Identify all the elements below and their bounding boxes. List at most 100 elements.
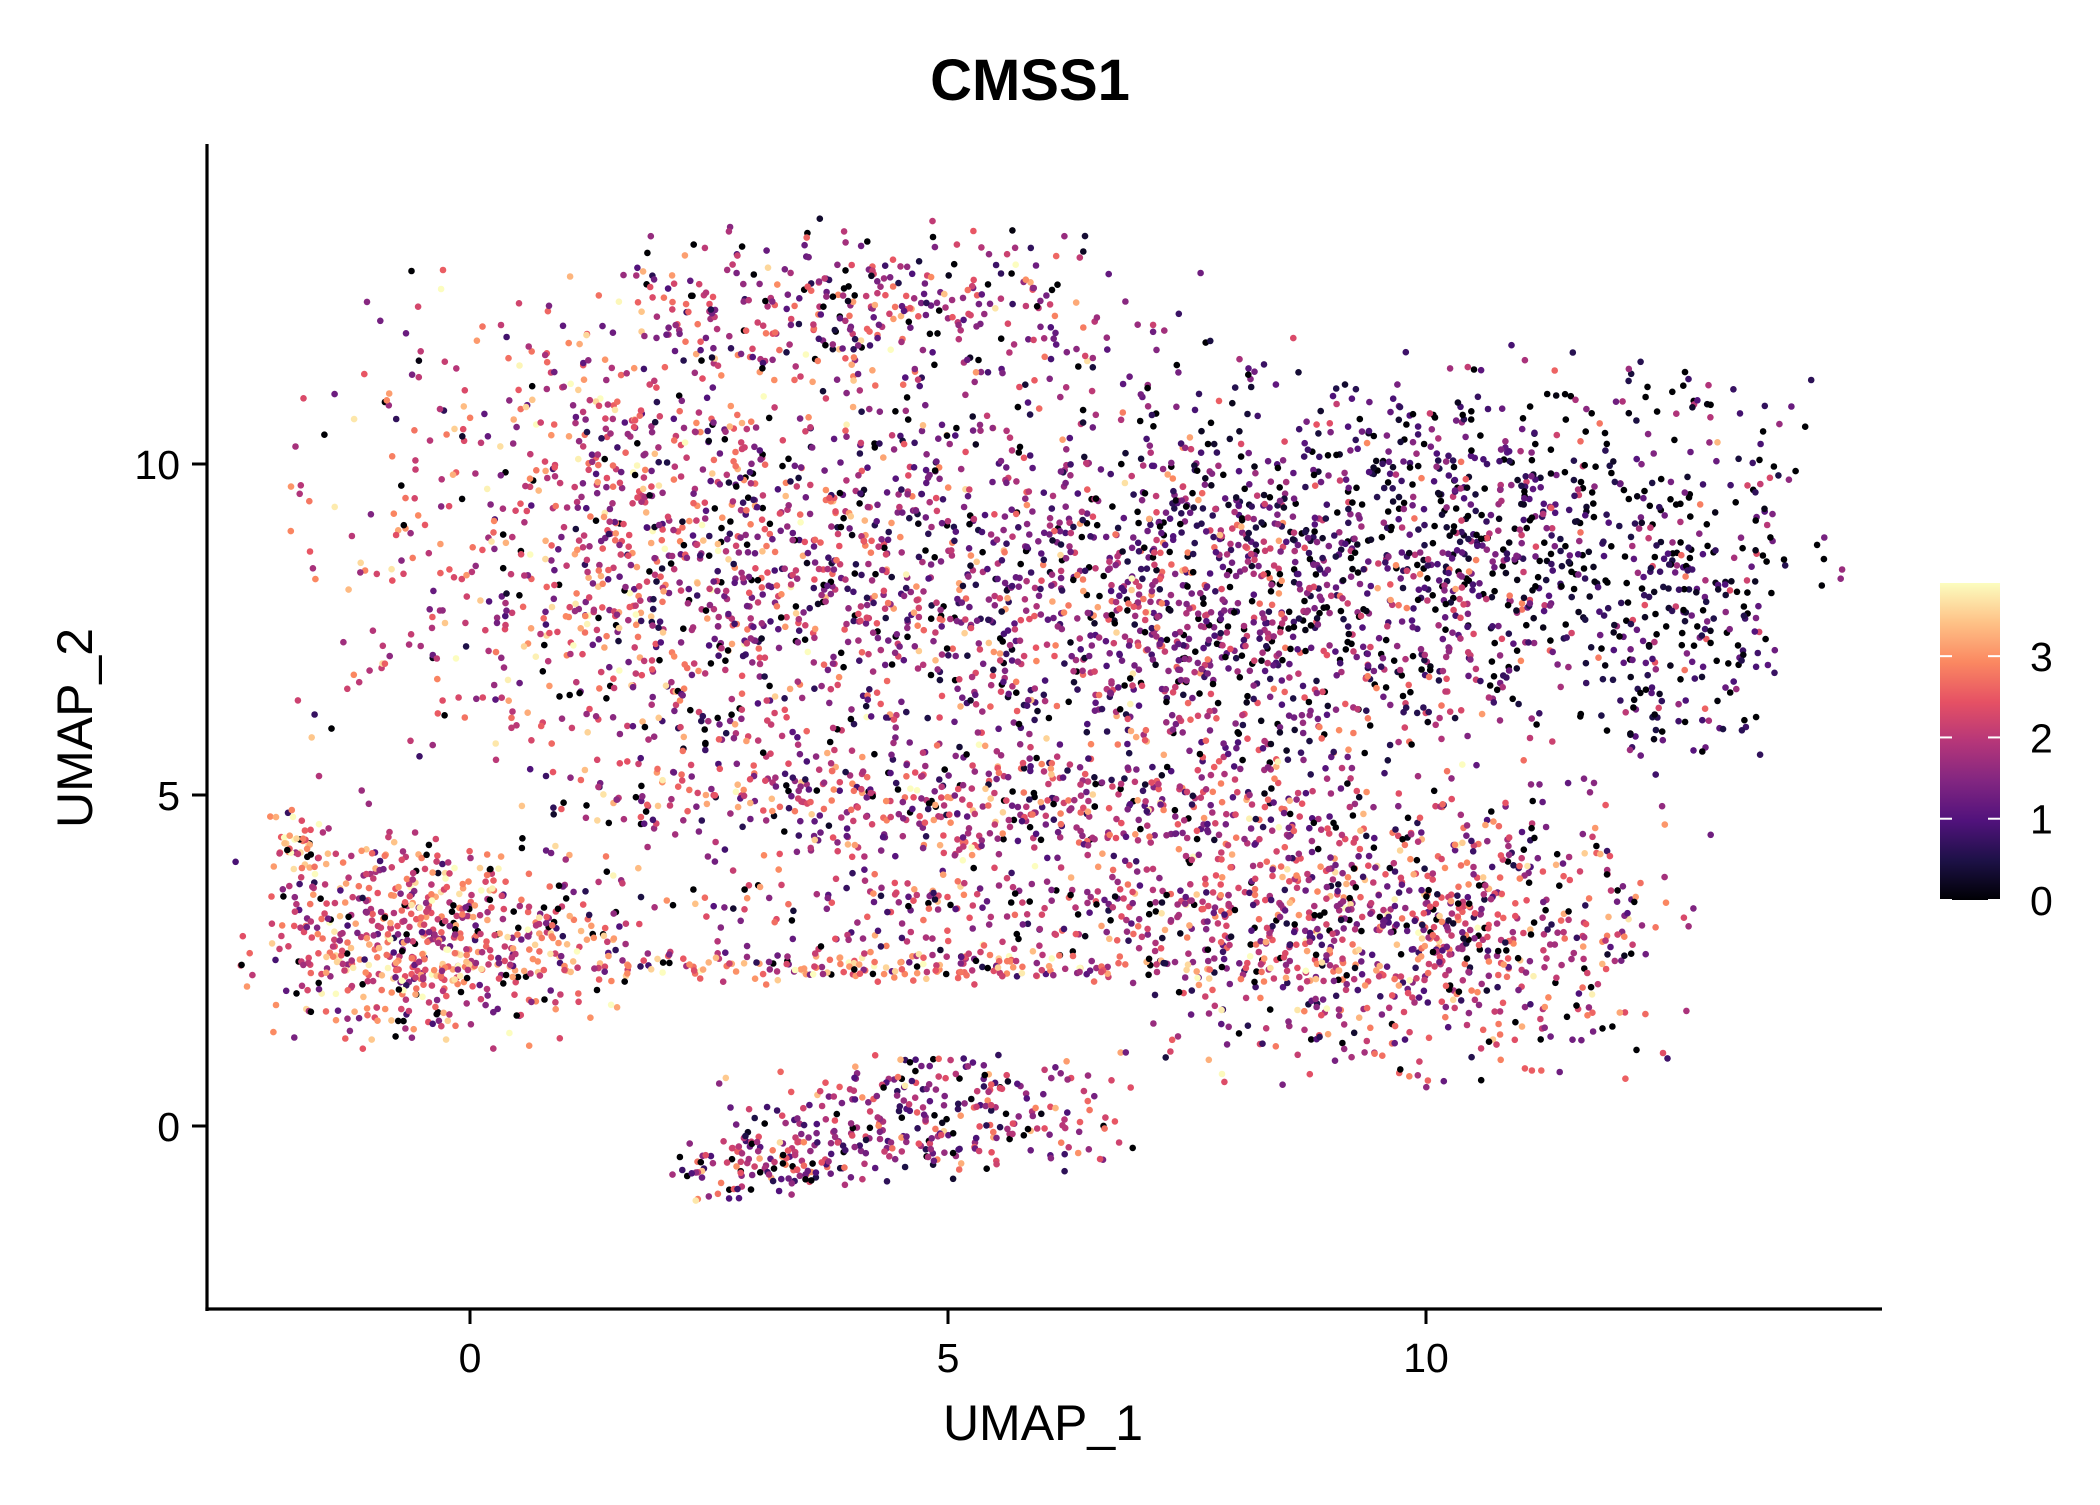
scatter-point <box>784 523 791 530</box>
scatter-point <box>1108 581 1115 589</box>
scatter-point <box>1656 690 1663 698</box>
scatter-point <box>818 682 825 690</box>
scatter-point <box>1525 639 1532 646</box>
scatter-point <box>1317 407 1324 415</box>
scatter-point <box>1322 515 1330 522</box>
scatter-point <box>969 427 977 434</box>
scatter-point <box>1529 485 1537 493</box>
scatter-point <box>1751 628 1759 635</box>
scatter-point <box>848 747 856 754</box>
scatter-point <box>1536 781 1543 788</box>
scatter-point <box>864 464 871 472</box>
scatter-point <box>1188 987 1196 994</box>
scatter-point <box>726 717 734 725</box>
scatter-point <box>934 666 941 673</box>
scatter-point <box>1569 1036 1576 1043</box>
scatter-point <box>1084 778 1092 785</box>
scatter-point <box>1103 334 1111 342</box>
scatter-point <box>1289 513 1297 520</box>
scatter-point <box>1522 969 1530 976</box>
scatter-point <box>843 389 850 397</box>
scatter-point <box>1232 572 1240 580</box>
scatter-point <box>567 380 574 388</box>
scatter-point <box>748 594 756 601</box>
scatter-point <box>1319 554 1326 562</box>
scatter-point <box>1644 383 1651 391</box>
scatter-point <box>1505 851 1513 859</box>
scatter-point <box>1312 571 1320 578</box>
scatter-point <box>803 727 810 735</box>
scatter-point <box>1157 549 1164 557</box>
scatter-point <box>849 298 857 306</box>
scatter-point <box>585 466 592 474</box>
scatter-point <box>595 292 603 299</box>
scatter-point <box>1178 529 1185 536</box>
scatter-point <box>687 292 695 300</box>
scatter-point <box>1296 973 1303 981</box>
scatter-point <box>931 361 938 369</box>
scatter-point <box>763 247 770 254</box>
scatter-point <box>915 553 923 561</box>
scatter-point <box>1172 683 1179 691</box>
scatter-point <box>1063 348 1071 356</box>
scatter-point <box>1240 636 1248 644</box>
scatter-point <box>473 337 481 345</box>
scatter-point <box>1420 505 1428 513</box>
scatter-point <box>661 363 669 371</box>
scatter-point <box>618 484 626 492</box>
scatter-point <box>498 654 505 662</box>
scatter-point <box>873 689 881 696</box>
scatter-point <box>802 351 810 358</box>
scatter-point <box>445 502 453 510</box>
scatter-point <box>1711 509 1719 516</box>
scatter-point <box>1329 392 1337 400</box>
scatter-point <box>633 563 641 571</box>
scatter-point <box>715 652 722 659</box>
scatter-point <box>647 539 655 547</box>
scatter-point <box>574 504 582 512</box>
scatter-point <box>1275 824 1283 831</box>
scatter-point <box>1409 502 1416 509</box>
scatter-point <box>1212 872 1220 879</box>
scatter-point <box>660 588 667 595</box>
scatter-point <box>1175 310 1183 318</box>
scatter-point <box>1114 524 1122 532</box>
scatter-point <box>1637 689 1644 697</box>
scatter-point <box>912 507 920 514</box>
scatter-point <box>1048 760 1056 767</box>
scatter-point <box>781 706 789 714</box>
scatter-point <box>784 291 792 299</box>
scatter-point <box>822 486 830 494</box>
scatter-point <box>542 608 549 616</box>
scatter-point <box>636 412 644 420</box>
scatter-point <box>555 546 562 553</box>
scatter-point <box>840 285 848 292</box>
scatter-point <box>1651 553 1659 561</box>
scatter-point <box>1364 650 1372 658</box>
scatter-point <box>1364 662 1372 669</box>
scatter-point <box>650 733 658 740</box>
scatter-point <box>1219 563 1227 571</box>
scatter-point <box>1249 901 1257 909</box>
scatter-point <box>1227 933 1235 940</box>
scatter-point <box>1451 714 1459 722</box>
scatter-point <box>1561 390 1569 398</box>
scatter-point <box>1685 375 1692 383</box>
scatter-point <box>881 262 889 270</box>
scatter-point <box>1009 788 1016 795</box>
scatter-point <box>1503 947 1510 954</box>
scatter-point <box>1318 735 1325 742</box>
scatter-point <box>1148 624 1156 632</box>
scatter-point <box>1175 657 1183 664</box>
scatter-point <box>1122 1049 1130 1056</box>
scatter-point <box>1547 446 1555 454</box>
scatter-point <box>1227 546 1235 554</box>
scatter-point <box>1751 578 1759 585</box>
scatter-point <box>1315 430 1322 437</box>
scatter-point <box>417 642 425 650</box>
scatter-point <box>1489 558 1496 565</box>
scatter-point <box>1458 584 1466 591</box>
scatter-point <box>806 604 813 612</box>
scatter-point <box>811 625 819 633</box>
scatter-point <box>1223 551 1231 558</box>
